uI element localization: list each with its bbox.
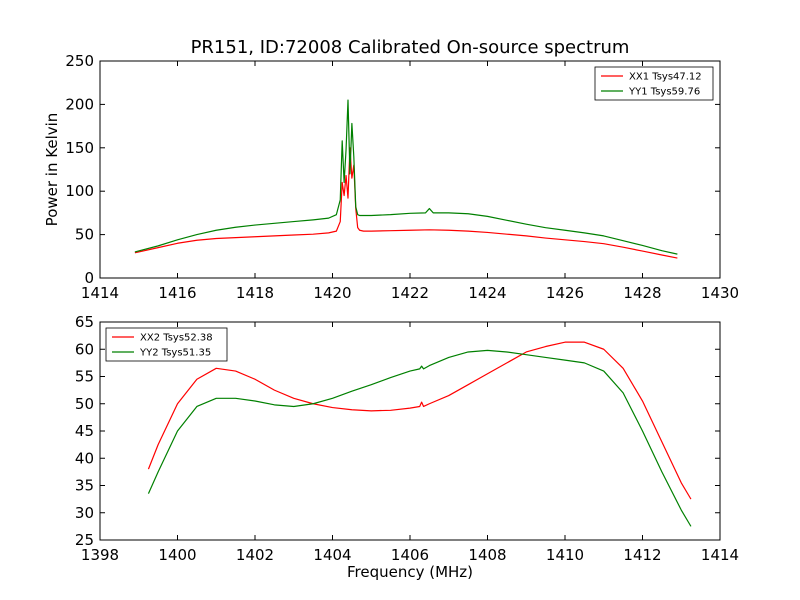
y-tick-label-1-5: 50: [75, 395, 94, 413]
legend-0: XX1 Tsys47.12 YY1 Tsys59.76: [594, 66, 714, 101]
x-tick-label-1-3: 1404: [313, 546, 351, 564]
y-tick-label-1-2: 35: [75, 477, 94, 495]
y-tick-label-1-8: 65: [75, 313, 94, 331]
y-tick-label-1-3: 40: [75, 449, 94, 467]
y-tick-label-1-0: 25: [75, 531, 94, 549]
x-tick-label-0-8: 1430: [701, 284, 739, 302]
plot-frame: [99, 60, 721, 279]
legend-label-0-1: YY1 Tsys59.76: [628, 87, 700, 98]
legend-label-0-0: XX1 Tsys47.12: [629, 72, 702, 83]
legend-1: XX2 Tsys52.38 YY2 Tsys51.35: [105, 327, 228, 362]
y-tick-label-1-4: 45: [75, 422, 94, 440]
series-line-1-0: [147, 341, 692, 500]
legend-label-1-1: YY2 Tsys51.35: [139, 348, 211, 359]
x-tick-label-0-6: 1426: [546, 284, 584, 302]
x-tick-label-0-4: 1422: [391, 284, 429, 302]
y-tick-label-1-6: 55: [75, 368, 94, 386]
y-tick-label-0-3: 150: [65, 139, 94, 157]
x-tick-label-1-4: 1406: [391, 546, 429, 564]
x-tick-label-0-7: 1428: [623, 284, 661, 302]
x-tick-label-1-0: 1398: [81, 546, 119, 564]
y-tick-label-1-1: 30: [75, 504, 94, 522]
y-tick-label-0-1: 50: [75, 226, 94, 244]
x-tick-label-0-2: 1418: [236, 284, 274, 302]
series-line-0-1: [134, 99, 678, 255]
legend-box-0: [594, 66, 714, 101]
x-tick-label-1-5: 1408: [468, 546, 506, 564]
legend-box-1: [105, 327, 228, 362]
series-line-1-1: [147, 349, 692, 527]
x-axis-label-1: Frequency (MHz): [347, 563, 473, 581]
y-tick-label-0-5: 250: [65, 52, 94, 70]
legend-label-1-0: XX2 Tsys52.38: [140, 333, 213, 344]
x-tick-label-0-1: 1416: [158, 284, 196, 302]
x-tick-label-1-8: 1414: [701, 546, 739, 564]
top-plot: 1414 1416 1418 1420 1422 1424 1426 1428 1430 0 50 1…: [43, 52, 739, 302]
x-tick-label-0-0: 1414: [81, 284, 119, 302]
x-tick-label-0-3: 1420: [313, 284, 351, 302]
x-tick-label-1-7: 1412: [623, 546, 661, 564]
y-tick-label-0-2: 100: [65, 182, 94, 200]
bottom-plot: 1398 1400 1402 1404 1406 1408 1410 1412 1414 25 30…: [75, 313, 739, 581]
x-tick-label-1-1: 1400: [158, 546, 196, 564]
x-tick-label-1-2: 1402: [236, 546, 274, 564]
y-axis-label-0: Power in Kelvin: [43, 113, 61, 227]
x-tick-label-1-6: 1410: [546, 546, 584, 564]
x-tick-label-0-5: 1424: [468, 284, 506, 302]
y-tick-label-0-0: 0: [84, 269, 94, 287]
figure-title: PR151, ID:72008 Calibrated On-source spe…: [191, 37, 630, 58]
y-tick-label-1-7: 60: [75, 340, 94, 358]
y-tick-label-0-4: 200: [65, 95, 94, 113]
plot-frame: [99, 321, 721, 541]
